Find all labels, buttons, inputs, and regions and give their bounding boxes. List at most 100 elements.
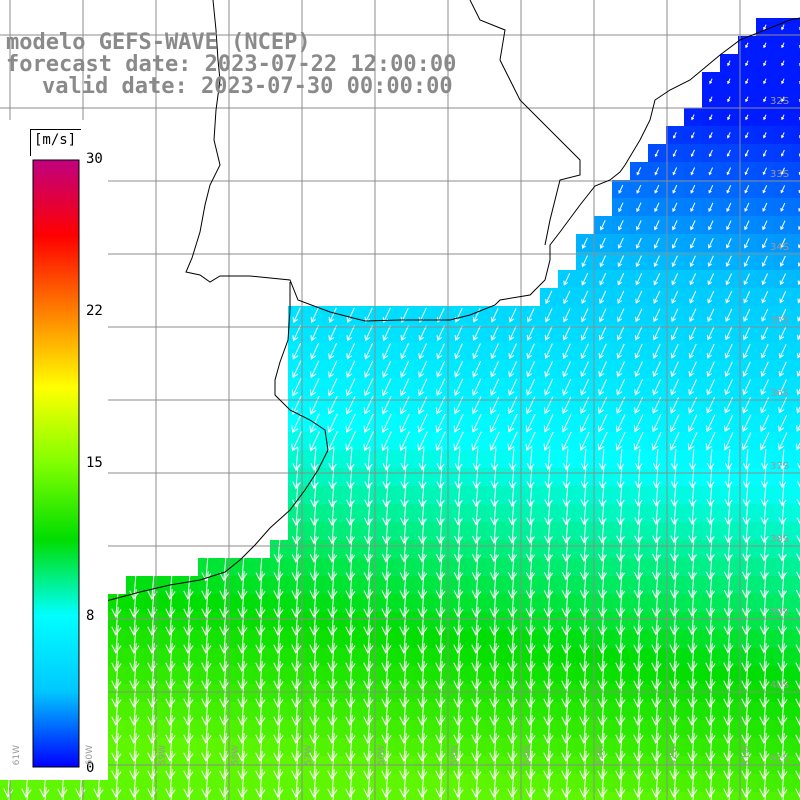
wind-arrow [543, 414, 554, 433]
wind-arrow [778, 449, 787, 470]
wind-arrow [291, 536, 302, 563]
wind-arrow [779, 308, 787, 322]
wind-arrow [309, 378, 320, 397]
wind-arrow [741, 769, 752, 798]
wind-arrow [363, 413, 374, 433]
wind-arrow [471, 413, 482, 433]
wind-arrow [723, 607, 734, 636]
wind-arrow [345, 431, 356, 452]
wind-arrow [292, 325, 301, 342]
wind-arrow [111, 715, 122, 744]
wind-arrow [633, 554, 644, 581]
wind-arrow [291, 769, 302, 798]
wind-arrow [759, 679, 770, 708]
wind-arrow [760, 502, 769, 525]
wind-arrow [652, 537, 661, 562]
wind-arrow [345, 607, 356, 636]
wind-arrow [345, 378, 356, 397]
wind-arrow [237, 607, 248, 636]
wind-arrow [219, 679, 230, 708]
wind-arrow [237, 553, 248, 582]
wind-arrow [741, 679, 752, 708]
wind-arrow [382, 483, 391, 508]
wind-arrow [273, 553, 284, 582]
wind-arrow [453, 571, 464, 600]
latitude-label: 41S [770, 753, 790, 764]
wind-arrow [745, 132, 749, 139]
wind-arrow [417, 643, 428, 672]
wind-arrow [746, 787, 749, 800]
wind-arrow [310, 360, 320, 379]
wind-arrow [652, 379, 662, 396]
wind-arrow [707, 290, 715, 304]
wind-arrow [617, 273, 625, 286]
wind-arrow [183, 733, 194, 762]
wind-arrow [363, 769, 374, 798]
wind-arrow [741, 643, 752, 672]
wind-arrow [436, 448, 445, 471]
wind-arrow [309, 733, 320, 762]
wind-arrow [741, 697, 752, 726]
wind-arrow [599, 220, 606, 231]
wind-arrow [458, 787, 461, 800]
wind-arrow [760, 414, 770, 433]
wind-arrow [796, 517, 800, 525]
wind-arrow [453, 554, 464, 581]
wind-arrow [291, 697, 302, 726]
wind-arrow [381, 733, 392, 762]
latitude-label: 32S [770, 96, 790, 107]
wind-arrow [780, 220, 786, 231]
wind-arrow [472, 325, 481, 342]
wind-arrow [777, 769, 788, 798]
wind-arrow [760, 519, 769, 544]
wind-arrow [759, 661, 770, 690]
wind-arrow [165, 625, 176, 654]
wind-arrow [761, 308, 769, 322]
wind-arrow [381, 518, 392, 545]
wind-arrow [508, 343, 517, 360]
wind-arrow [778, 555, 787, 580]
wind-arrow [291, 643, 302, 672]
wind-arrow [778, 502, 787, 525]
wind-arrow [471, 431, 482, 452]
wind-arrow [314, 787, 317, 800]
wind-arrow [633, 715, 644, 744]
wind-arrow [635, 220, 642, 231]
wind-arrow [472, 483, 481, 508]
wind-arrow [777, 625, 788, 654]
wind-arrow [309, 589, 320, 618]
wind-arrow [381, 413, 392, 433]
wind-arrow [417, 536, 428, 563]
wind-arrow [744, 149, 749, 157]
wind-arrow [237, 733, 248, 762]
wind-arrow [778, 414, 788, 432]
wind-arrow [525, 536, 536, 563]
wind-arrow [328, 342, 338, 360]
wind-arrow [598, 501, 607, 526]
wind-arrow [544, 501, 553, 526]
wind-arrow [435, 733, 446, 762]
wind-cell [792, 432, 800, 450]
wind-arrow [291, 679, 302, 708]
wind-arrow [688, 501, 697, 525]
wind-arrow [255, 769, 266, 798]
wind-arrow [633, 607, 644, 636]
wind-arrow [273, 661, 284, 690]
wind-arrow [636, 167, 642, 176]
wind-arrow [363, 679, 374, 708]
wind-arrow [129, 697, 140, 726]
wind-arrow [310, 307, 319, 324]
wind-cell [792, 720, 800, 738]
wind-arrow [201, 553, 212, 582]
wind-arrow [525, 679, 536, 708]
wind-arrow [507, 715, 518, 744]
wind-arrow [436, 360, 446, 378]
wind-arrow [544, 448, 553, 471]
wind-cell [792, 666, 800, 684]
wind-arrow [580, 501, 589, 526]
wind-arrow [418, 360, 428, 378]
wind-arrow [435, 571, 446, 600]
wind-arrow [669, 697, 680, 726]
wind-arrow [580, 325, 589, 341]
wind-arrow [777, 679, 788, 708]
